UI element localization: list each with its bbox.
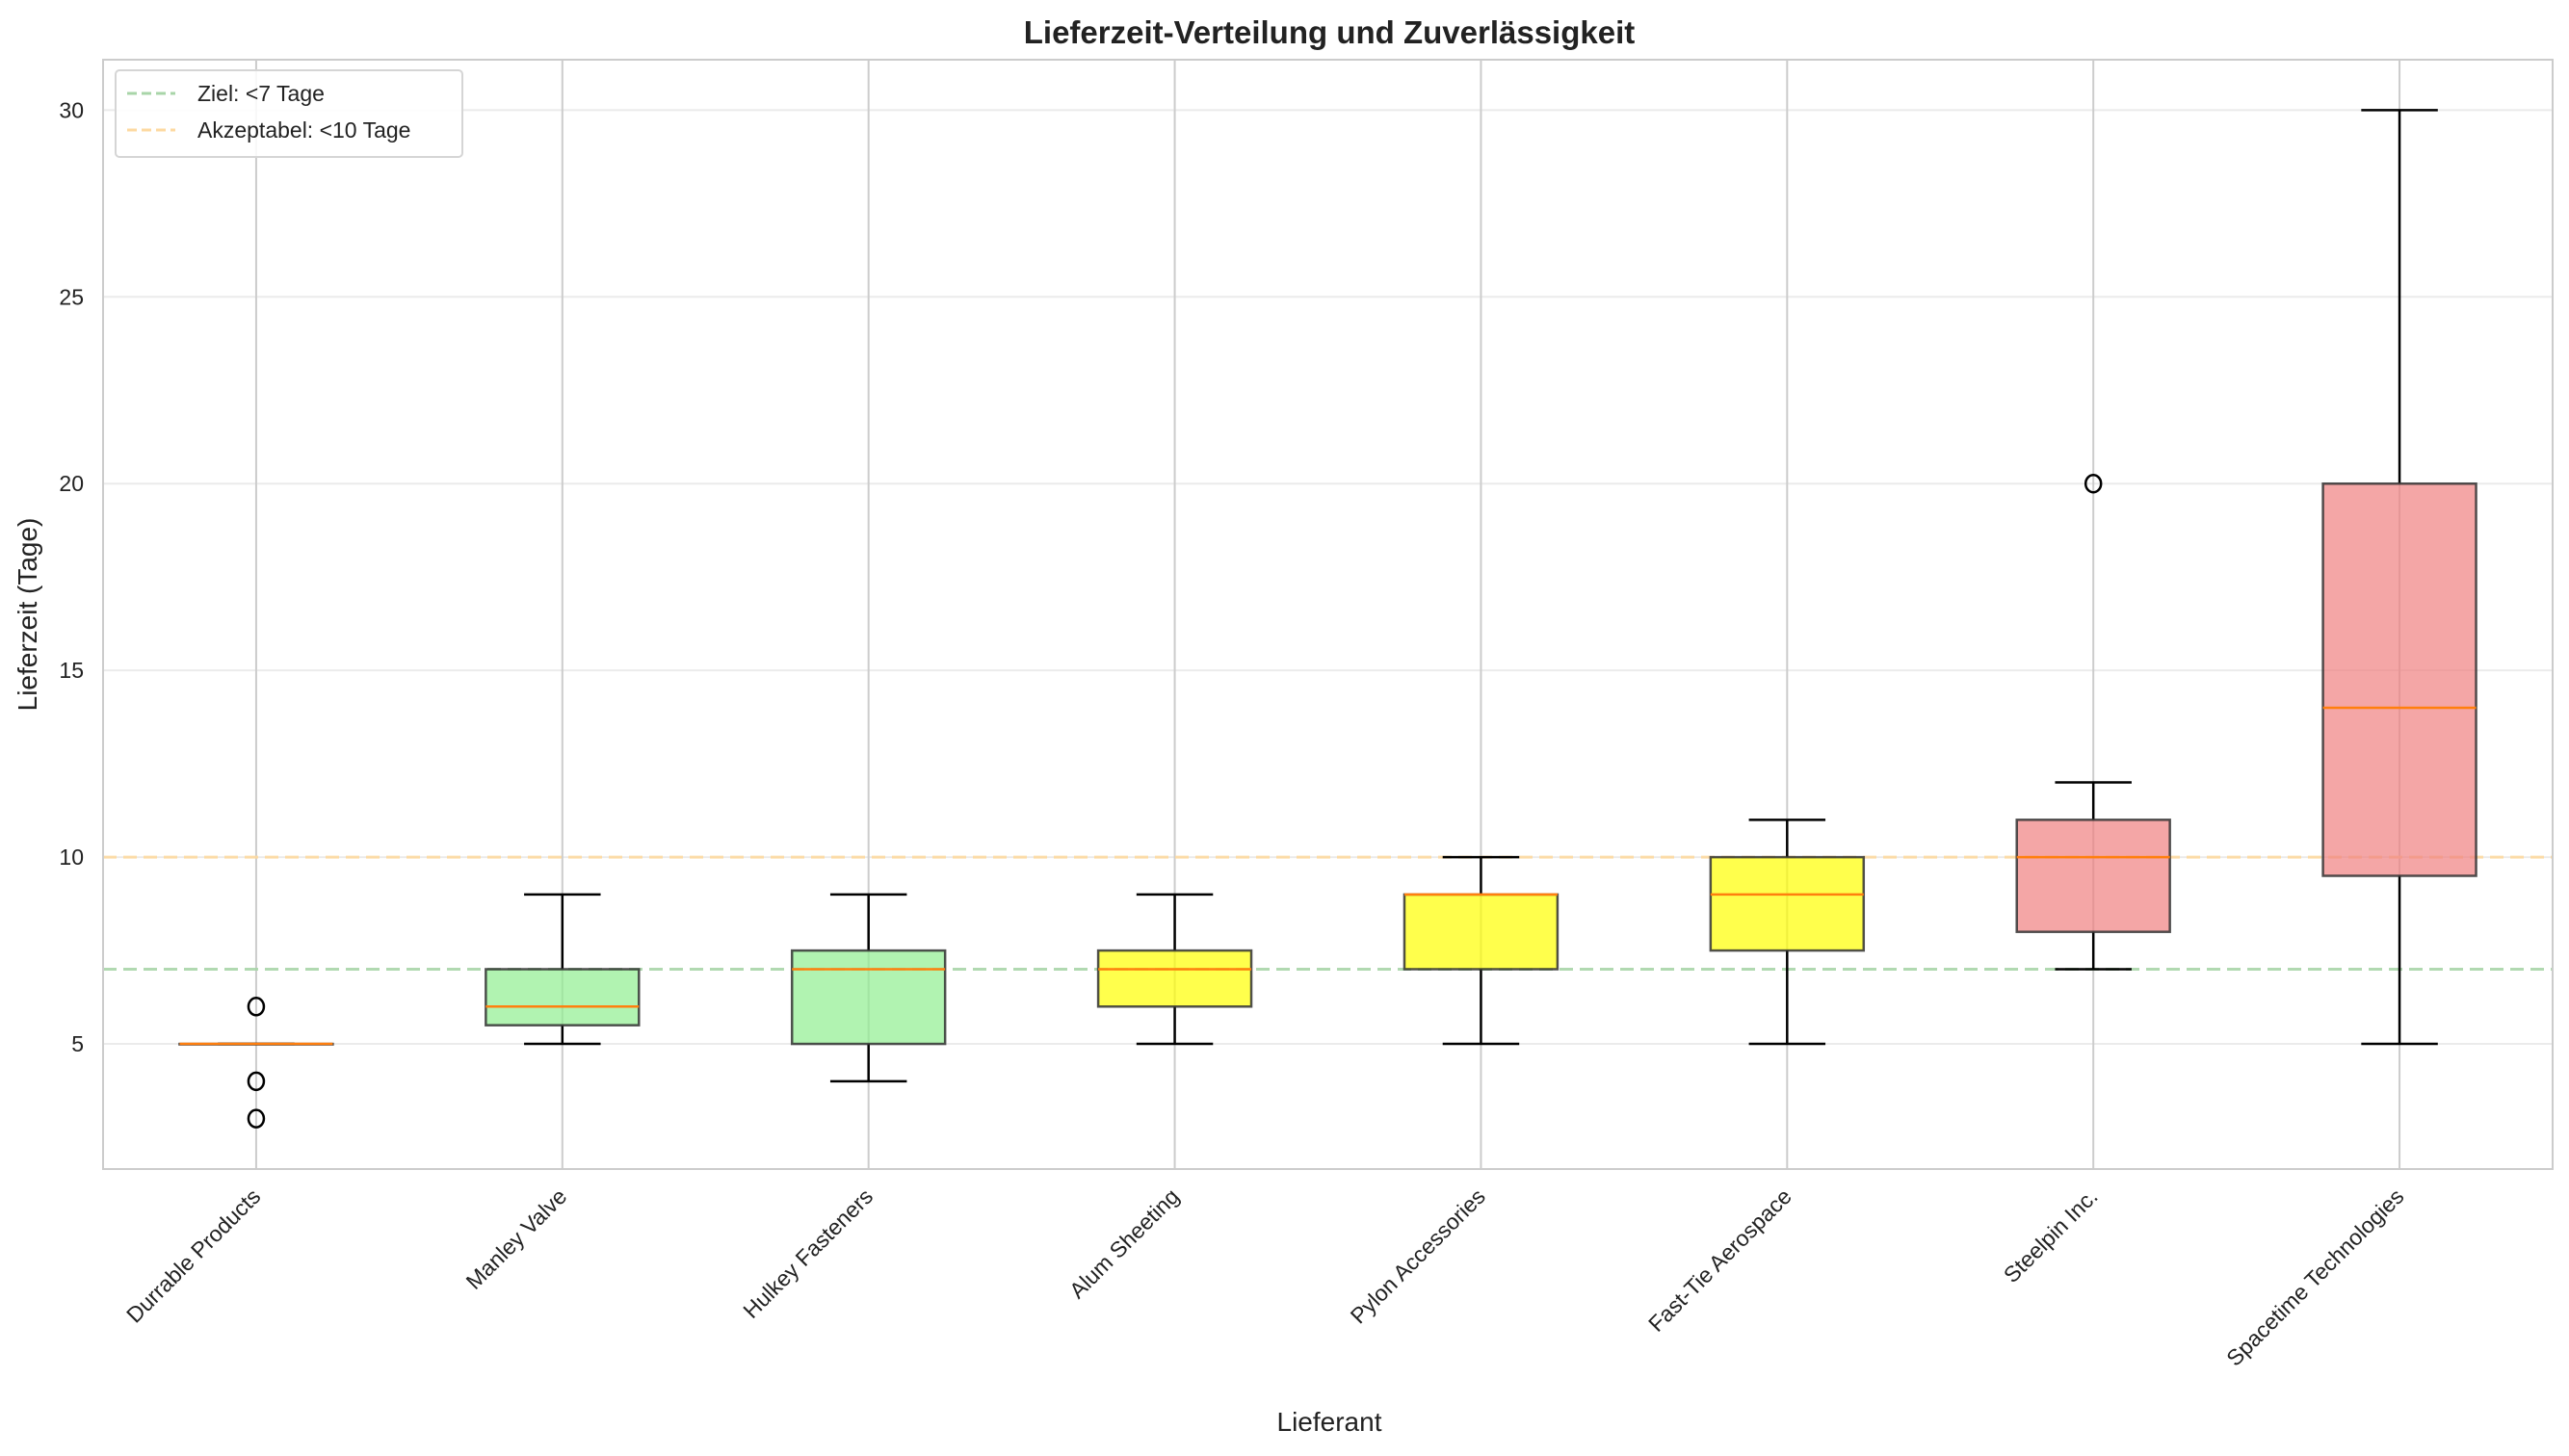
box-body [485,968,641,1027]
x-tick-label: Pylon Accessories [1346,1183,1490,1328]
legend-label-ziel: Ziel: <7 Tage [197,81,325,106]
legend-box [115,69,463,158]
y-tick-label: 30 [59,97,84,122]
x-tick-labels: Durrable Products Manley Valve Hulkey Fast… [121,1183,2409,1370]
box-2 [790,893,947,1083]
box-1 [485,893,641,1046]
x-tick-label: Hulkey Fasteners [738,1183,878,1323]
x-tick-label: Fast-Tie Aerospace [1643,1183,1796,1337]
legend: Ziel: <7 Tage Akzeptabel: <10 Tage [115,69,463,158]
y-tick-label: 10 [59,845,84,870]
x-axis-label: Lieferant [1277,1407,1382,1437]
plot-frame [102,59,2554,1170]
outlier-point [2084,473,2103,494]
outlier-point [247,997,266,1017]
chart-title: Lieferzeit-Verteilung und Zuverlässigkei… [1024,14,1636,50]
y-axis-label: Lieferzeit (Tage) [13,518,42,712]
box-7 [2321,109,2477,1046]
x-tick-label: Alum Sheeting [1064,1183,1184,1303]
y-tick-label: 20 [59,471,84,496]
box-body [1402,893,1560,971]
box-body [790,949,947,1046]
box-6 [2015,473,2171,971]
reference-lines [103,855,2553,971]
box-body [2321,481,2477,877]
legend-label-akzeptabel: Akzeptabel: <10 Tage [197,117,410,143]
box-4 [1402,855,1560,1046]
box-5 [1709,819,1866,1046]
x-tick-label: Spacetime Technologies [2221,1183,2408,1370]
outlier-point [247,1071,266,1092]
y-tick-label: 5 [71,1031,84,1056]
x-tick-label: Manley Valve [461,1183,572,1294]
box-3 [1096,893,1253,1046]
y-tick-label: 25 [59,284,84,309]
boxes [178,109,2477,1129]
box-body [2015,819,2171,933]
box-body [1709,855,1866,952]
y-tick-label: 15 [59,658,84,683]
y-tick-labels: 5 10 15 20 25 30 [59,97,84,1056]
grid [103,60,2553,1169]
outlier-point [247,1108,266,1129]
box-body [1096,949,1253,1008]
x-tick-label: Durrable Products [121,1183,265,1327]
x-tick-label: Steelpin Inc. [1999,1183,2103,1287]
box-0 [178,997,334,1129]
